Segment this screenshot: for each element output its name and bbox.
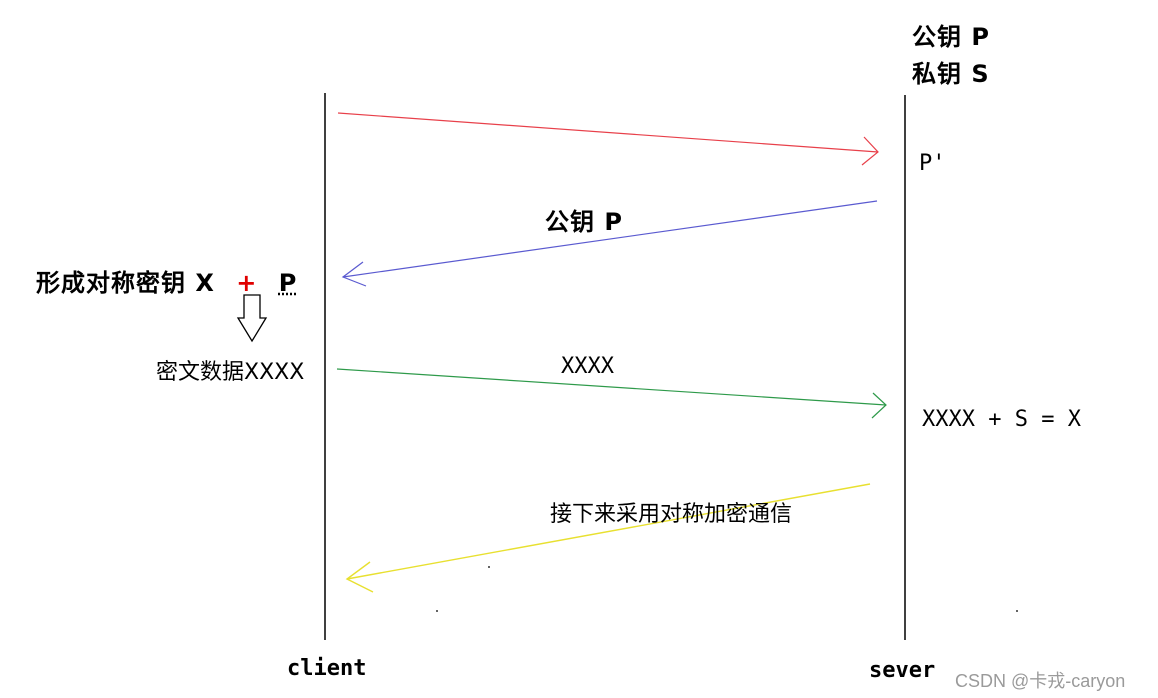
client-label: client xyxy=(287,656,367,681)
green-arrow xyxy=(336,368,887,419)
red-arrow xyxy=(337,112,879,166)
blue-arrow-label: 公钥 P xyxy=(545,208,623,236)
server-received-label: P' xyxy=(919,151,946,176)
yellow-arrow xyxy=(345,483,871,593)
server-public-key-label: 公钥 P xyxy=(912,23,990,51)
watermark: CSDN @卡戎-caryon xyxy=(955,671,1126,691)
down-arrow-icon xyxy=(236,294,268,343)
stray-dot xyxy=(488,566,490,568)
client-step-prefix: 形成对称密钥 X xyxy=(36,269,215,297)
server-private-key-label: 私钥 S xyxy=(912,60,990,88)
yellow-arrow-label: 接下来采用对称加密通信 xyxy=(550,502,793,527)
client-step-label: 形成对称密钥 X + P xyxy=(36,263,297,298)
stray-dot xyxy=(436,610,438,612)
stray-dot xyxy=(1016,610,1018,612)
green-arrow-label: XXXX xyxy=(561,354,614,379)
plus-sign: + xyxy=(236,269,258,297)
server-decrypt-label: XXXX + S = X xyxy=(922,407,1081,432)
server-label: sever xyxy=(869,658,936,683)
client-step-suffix: P xyxy=(278,269,298,297)
blue-arrow xyxy=(341,200,878,287)
client-cipher-label: 密文数据XXXX xyxy=(156,360,305,385)
